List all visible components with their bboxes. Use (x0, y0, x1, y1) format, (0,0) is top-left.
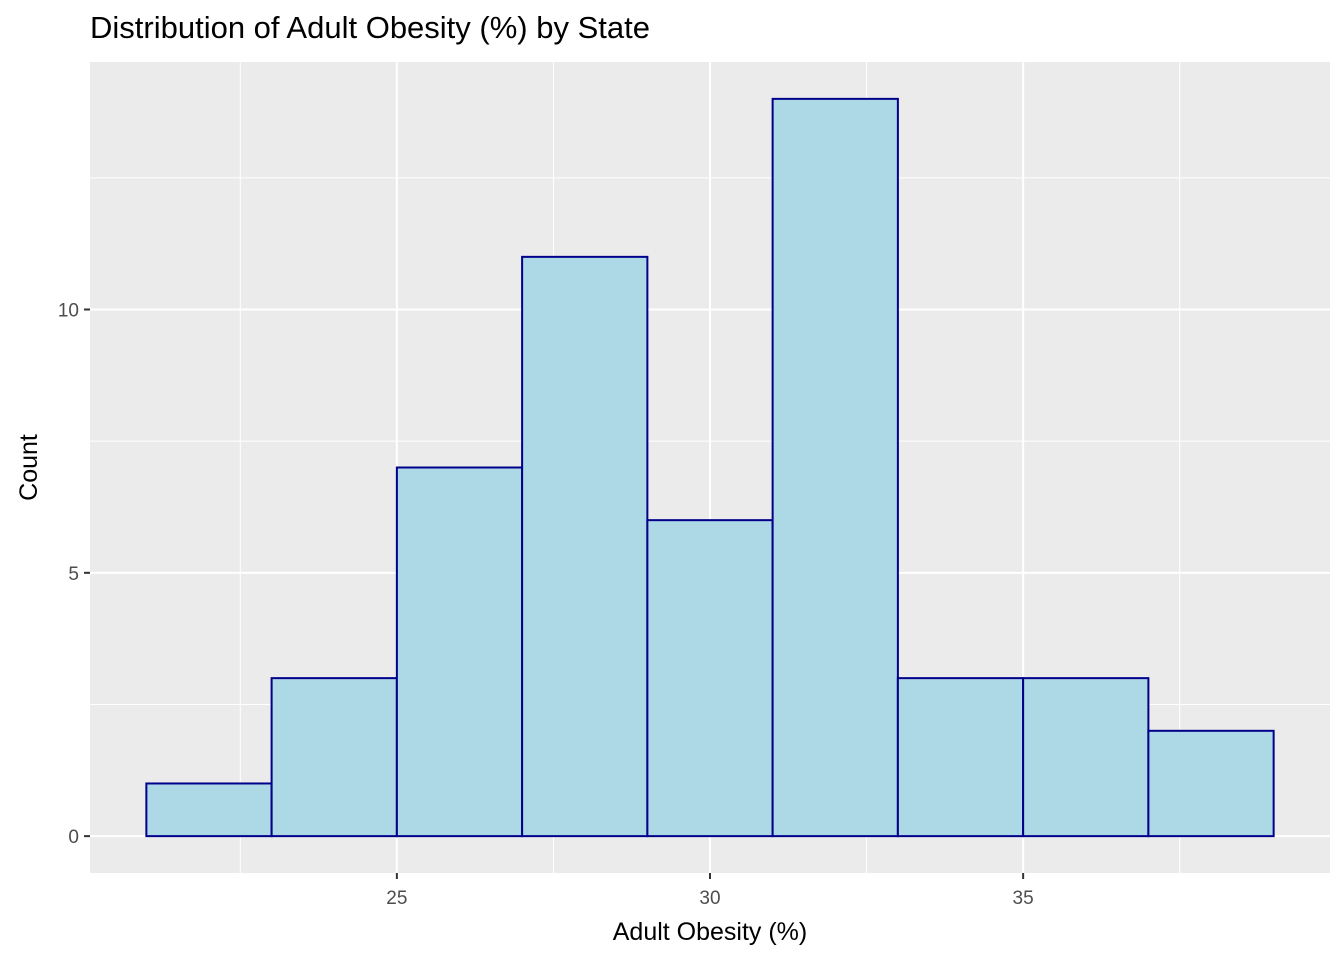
histogram-bar (896, 677, 1025, 838)
histogram-bar (771, 97, 899, 838)
histogram-bars (145, 97, 1275, 838)
x-axis-title: Adult Obesity (%) (613, 918, 808, 946)
x-tick-label: 30 (699, 888, 720, 909)
x-tick-label: 35 (1013, 888, 1034, 909)
x-tick-label: 25 (386, 888, 407, 909)
axis-ticks: 25 30 35 0 5 10 (58, 301, 1034, 909)
y-tick-label: 10 (58, 301, 79, 322)
histogram-bar (395, 466, 524, 838)
histogram-bar (270, 677, 398, 838)
histogram-bar (521, 255, 649, 838)
histogram-bar (145, 782, 273, 838)
y-axis-title: Count (15, 434, 43, 501)
y-tick-label: 0 (68, 827, 79, 848)
histogram-bar (1147, 729, 1275, 838)
y-tick-label: 5 (68, 564, 79, 585)
histogram-bar (646, 519, 774, 838)
histogram-bar (1022, 677, 1150, 838)
chart-title: Distribution of Adult Obesity (%) by Sta… (90, 10, 650, 45)
